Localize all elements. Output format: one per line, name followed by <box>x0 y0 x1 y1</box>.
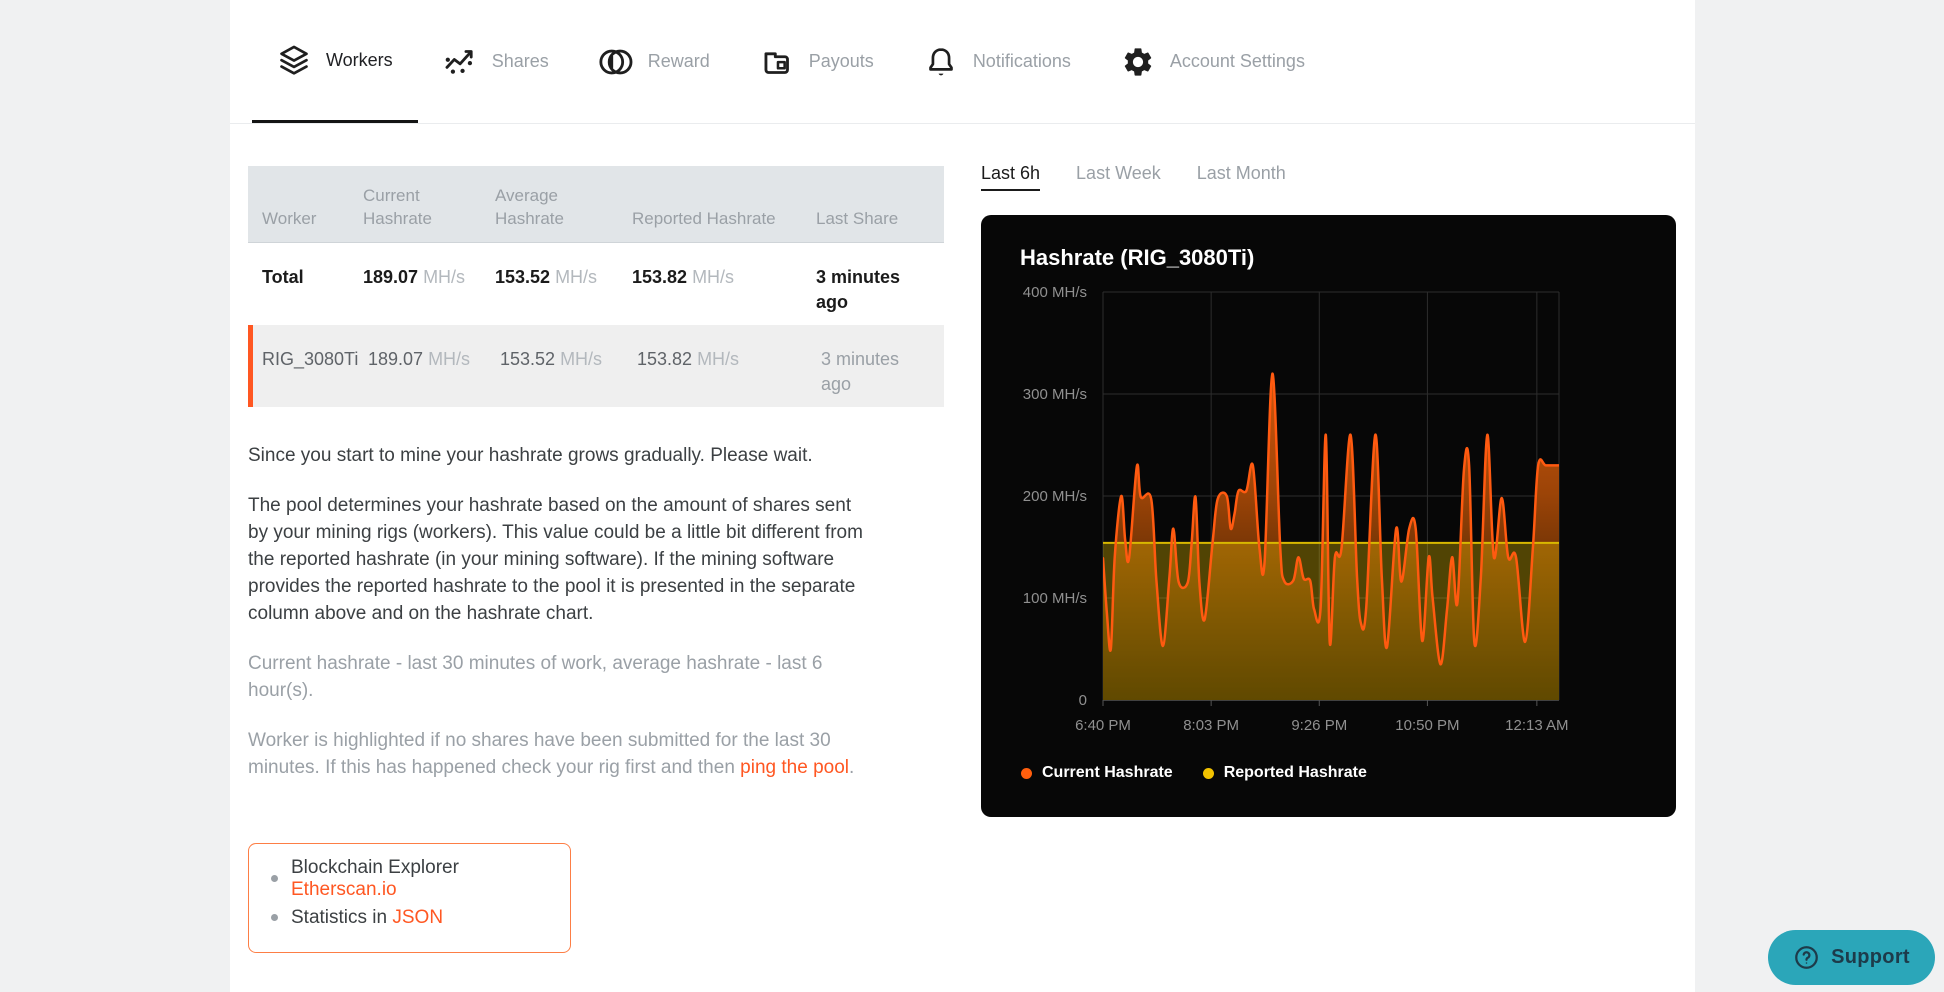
workers-section: Worker Current Hashrate Average Hashrate Re… <box>248 166 944 953</box>
svg-text:400 MH/s: 400 MH/s <box>1023 284 1087 301</box>
info-paragraph-pool-determines: The pool determines your hashrate based … <box>248 495 863 624</box>
hashrate-chart-panel: 400 MH/s 300 MH/s 200 MH/s 100 MH/s 0 6:40 PM… <box>981 215 1676 817</box>
current-hashrate-area <box>1103 373 1559 700</box>
support-button[interactable]: Support <box>1768 930 1935 985</box>
etherscan-link[interactable]: Etherscan.io <box>291 878 397 900</box>
range-tab-last-week[interactable]: Last Week <box>1076 163 1161 183</box>
range-tab-last-month[interactable]: Last Month <box>1196 163 1286 183</box>
range-tab-last-6h[interactable]: Last 6h <box>981 163 1041 191</box>
current-hashrate-value: 189.07 MH/s <box>363 267 466 287</box>
current-hashrate-line <box>1103 372 1559 666</box>
info-paragraph-worker-highlighted: Worker is highlighted if no shares have … <box>248 727 873 781</box>
chart-title: Hashrate (RIG_3080Ti) <box>1020 245 1255 270</box>
nav-tab-label: Shares <box>491 51 549 71</box>
link-prefix: Statistics in <box>291 906 393 928</box>
nav-tab-label: Reward <box>647 51 710 71</box>
svg-text:10:50 PM: 10:50 PM <box>1395 717 1459 734</box>
svg-text:8:03 PM: 8:03 PM <box>1183 717 1239 734</box>
nav-tab-label: Notifications <box>972 51 1071 71</box>
question-circle-icon <box>1793 944 1820 971</box>
bullet-icon <box>271 914 278 921</box>
ping-the-pool-link[interactable]: ping the pool <box>740 757 849 778</box>
current-hashrate-value: 189.07 MH/s <box>368 349 471 369</box>
info-paragraph-hashrate-grows: Since you start to mine your hashrate gr… <box>248 445 813 466</box>
legend-label: Current Hashrate <box>1042 764 1173 781</box>
legend-dot-icon <box>1021 767 1032 779</box>
list-item: Statistics in JSON <box>271 898 560 937</box>
nav-tab-workers[interactable]: Workers <box>252 0 418 123</box>
nav-tab-label: Workers <box>326 49 393 70</box>
gear-icon <box>1121 45 1155 79</box>
svg-text:12:13 AM: 12:13 AM <box>1505 717 1568 734</box>
support-button-label: Support <box>1831 946 1910 968</box>
column-header: Worker <box>262 209 317 228</box>
reported-hashrate-value: 153.82 MH/s <box>632 267 735 287</box>
bell-icon <box>924 45 958 79</box>
hashrate-chart-section: Last 6h Last Week Last Month 400 MH/s 300 M… <box>981 163 1676 817</box>
svg-text:6:40 PM: 6:40 PM <box>1075 717 1131 734</box>
coins-icon <box>599 45 633 79</box>
worker-name: RIG_3080Ti <box>262 349 359 369</box>
nav-tab-reward[interactable]: Reward <box>574 0 735 123</box>
chart-legend: Current Hashrate Reported Hashrate <box>1021 764 1367 782</box>
table-header-row: Worker Current Hashrate Average Hashrate Re… <box>248 166 944 243</box>
legend-dot-icon <box>1202 767 1214 779</box>
paragraph-text: Worker is highlighted if no shares have … <box>248 730 831 778</box>
legend-label: Reported Hashrate <box>1223 764 1367 781</box>
last-share-value: 3 minutes ago <box>821 349 900 394</box>
layers-icon <box>277 43 311 77</box>
legend-item-reported-hashrate[interactable]: Reported Hashrate <box>1202 764 1367 782</box>
main-content-column: Workers Shares Reward Payouts Notifications A… <box>230 0 1695 992</box>
nav-tab-notifications[interactable]: Notifications <box>899 0 1096 123</box>
reported-hashrate-value: 153.82 MH/s <box>637 349 740 369</box>
table-row-rig_3080ti: RIG_3080Ti 189.07 MH/s 153.52 MH/s 153.82 M… <box>248 325 944 407</box>
nav-tab-label: Payouts <box>808 51 874 71</box>
worker-name: Total <box>262 267 304 287</box>
json-stats-link[interactable]: JSON <box>392 906 444 928</box>
chart-axis-labels: 400 MH/s 300 MH/s 200 MH/s 100 MH/s 0 6:40 PM… <box>1023 284 1569 734</box>
list-item: Blockchain Explorer Etherscan.io <box>271 857 560 901</box>
column-header: Current Hashrate <box>363 186 432 228</box>
paragraph-text: . <box>849 757 855 778</box>
workers-table: Worker Current Hashrate Average Hashrate Re… <box>248 166 944 407</box>
svg-text:200 MH/s: 200 MH/s <box>1023 488 1087 505</box>
info-paragraph-current-hashrate: Current hashrate - last 30 minutes of wo… <box>248 653 823 701</box>
chart-range-tabs: Last 6h Last Week Last Month <box>981 163 1676 198</box>
svg-text:300 MH/s: 300 MH/s <box>1023 386 1087 403</box>
legend-item-current-hashrate[interactable]: Current Hashrate <box>1021 764 1173 782</box>
top-navigation: Workers Shares Reward Payouts Notifications A… <box>230 0 1695 124</box>
svg-text:100 MH/s: 100 MH/s <box>1023 590 1087 607</box>
link-prefix: Blockchain Explorer <box>291 856 459 878</box>
link-item-text: Statistics in JSON <box>291 907 443 929</box>
scatter-trend-icon <box>443 45 477 79</box>
external-links-box: Blockchain Explorer Etherscan.io Statist… <box>248 843 571 953</box>
chart-series <box>1103 372 1559 700</box>
nav-tab-payouts[interactable]: Payouts <box>735 0 899 123</box>
column-header: Last Share <box>816 209 899 228</box>
hashrate-chart-plot[interactable]: 400 MH/s 300 MH/s 200 MH/s 100 MH/s 0 6:40 PM… <box>981 215 1676 817</box>
last-share-value: 3 minutes ago <box>816 267 901 312</box>
average-hashrate-value: 153.52 MH/s <box>495 267 598 287</box>
bullet-icon <box>271 875 278 882</box>
column-header: Reported Hashrate <box>632 209 776 228</box>
nav-tab-shares[interactable]: Shares <box>418 0 574 123</box>
link-item-text: Blockchain Explorer Etherscan.io <box>291 857 560 901</box>
average-hashrate-value: 153.52 MH/s <box>500 349 603 369</box>
table-row-total: Total 189.07 MH/s 153.52 MH/s 153.82 MH/s 3 … <box>248 243 944 325</box>
svg-text:0: 0 <box>1079 692 1087 709</box>
nav-tab-label: Account Settings <box>1169 51 1305 71</box>
svg-text:9:26 PM: 9:26 PM <box>1291 717 1347 734</box>
nav-tab-account-settings[interactable]: Account Settings <box>1096 0 1330 123</box>
wallet-icon <box>760 45 794 79</box>
column-header: Average Hashrate <box>495 186 564 228</box>
